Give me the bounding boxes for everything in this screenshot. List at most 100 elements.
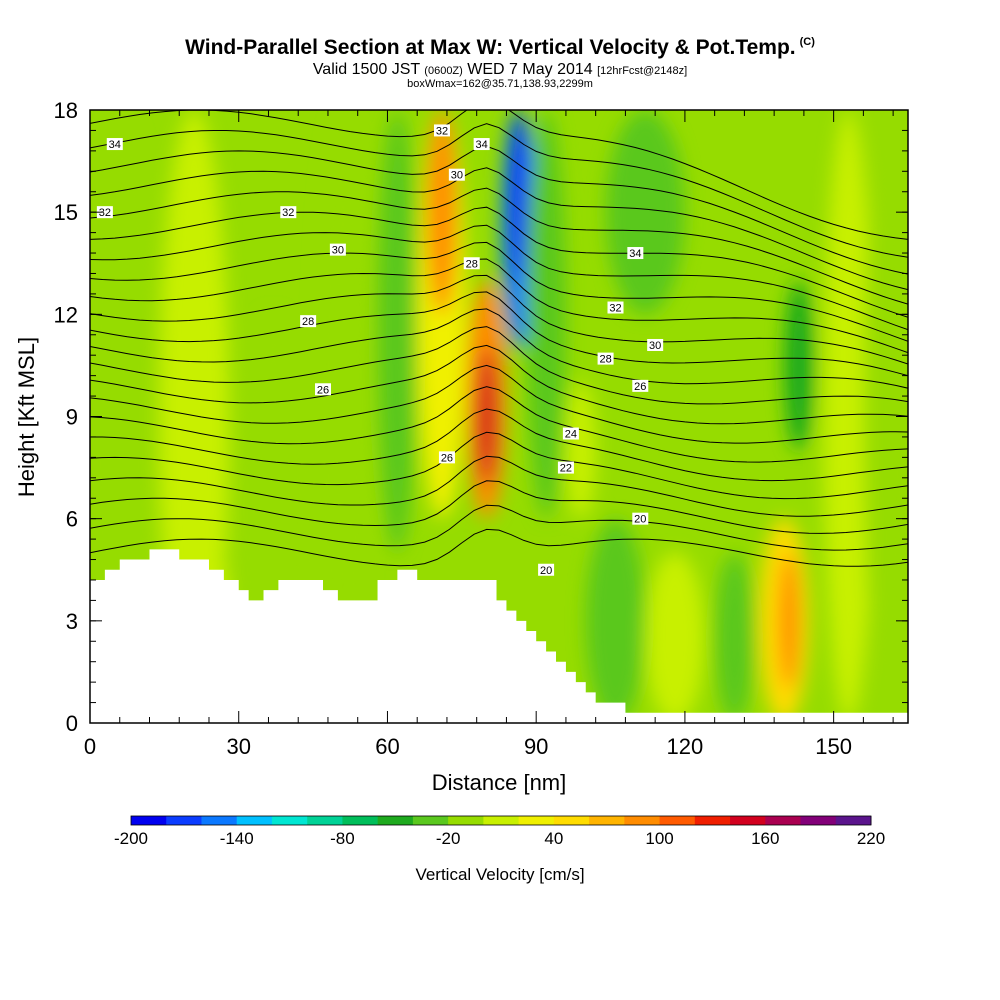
theta-label-text: 28 [302,316,314,328]
colorbar-tick-label: -80 [330,829,355,848]
theta-label-text: 34 [629,248,641,260]
theta-label: 28 [463,257,480,270]
theta-contour-line [90,308,908,389]
theta-label: 30 [647,338,664,352]
theta-label: 34 [627,247,644,260]
terrain-mask [90,549,908,723]
colorbar-tick-label: 100 [645,829,673,848]
colorbar-swatch [131,816,167,825]
theta-label: 32 [96,206,113,219]
theta-label: 32 [433,124,450,137]
y-tick-label: 12 [54,302,78,327]
colorbar-swatch [835,816,872,825]
colorbar-swatch [236,816,273,825]
colorbar-swatch [377,816,414,825]
colorbar: -200 -140 -80 -20 40 100 160 220 [114,815,885,848]
colorbar-tick-label: 160 [751,829,779,848]
x-tick-label: 120 [667,734,704,759]
theta-label-bg [647,338,664,351]
x-tick-label: 150 [815,734,852,759]
theta-label-text: 32 [282,207,294,219]
theta-label: 20 [632,512,649,526]
x-tick-label: 60 [375,734,399,759]
w-region-19 [823,110,874,723]
theta-label: 20 [538,563,555,577]
theta-contour-line [90,187,908,305]
colorbar-tick-label: -200 [114,829,148,848]
colorbar-swatch [800,816,837,825]
theta-label-text: 30 [332,245,344,257]
theta-label: 30 [448,168,465,182]
theta-label-text: 22 [560,463,572,475]
theta-label: 26 [438,451,455,464]
theta-label-text: 20 [540,565,552,577]
theta-label-bg [315,383,332,396]
theta-label: 26 [632,379,649,393]
theta-label: 24 [562,427,579,441]
theta-label-bg [597,352,614,365]
theta-contour-line [90,224,908,331]
y-tick-label: 6 [66,507,78,532]
theta-label-bg [627,247,644,260]
box-wmax-info: boxWmax=162@35.71,138.93,2299m [407,78,593,90]
colorbar-swatch [659,816,696,825]
w-region-11 [526,110,566,519]
theta-contour-line [90,274,908,365]
theta-contour-line [90,326,908,405]
y-tick-label: 0 [66,711,78,736]
colorbar-swatch [624,816,661,825]
theta-label-bg [300,315,317,328]
colorbar-swatch [730,816,766,825]
theta-contours [90,110,908,567]
w-region-6 [427,110,457,315]
w-region-15 [714,552,755,723]
colorbar-swatch [307,816,343,825]
theta-label-text: 32 [609,303,621,315]
colorbar-tick-label: -20 [436,829,461,848]
valid-date: WED 7 May 2014 [467,61,593,78]
chart-title: Wind-Parallel Section at Max W: Vertical… [0,36,1000,60]
theta-label-bg [473,138,490,151]
theta-label: 26 [315,383,332,396]
theta-label-bg [562,427,579,440]
theta-label-bg [632,512,649,525]
w-region-17 [779,552,799,689]
plot-area: 34 32 32 30 28 26 32 34 30 28 26 34 32 30 28 26 24 22 20 20 [90,110,908,723]
theta-label-bg [463,257,480,270]
theta-contour-line [90,386,908,463]
forecast-info: [12hrFcst@2148z] [597,65,688,77]
w-region-8 [476,348,497,485]
theta-label-text: 26 [441,452,453,464]
theta-contour-line [90,258,908,354]
theta-contour-line [90,431,908,500]
x-tick-label: 30 [226,734,250,759]
theta-contour-line [90,110,908,240]
theta-contour-line [90,480,908,534]
theta-contour-labels: 34 32 32 30 28 26 32 34 30 28 26 34 32 30 28 26 24 22 20 20 [96,124,664,577]
theta-label-bg [96,206,113,219]
colorbar-swatch [166,816,202,825]
w-region-12 [565,382,596,519]
theta-label-text: 26 [317,384,329,396]
w-region-18 [784,280,814,451]
w-region-4 [377,110,418,553]
colorbar-frame [130,815,872,826]
y-tick-label: 18 [54,98,78,123]
colorbar-tick-label: -140 [220,829,254,848]
theta-label-bg [607,301,624,314]
theta-label: 28 [300,315,317,328]
theta-label-bg [448,168,465,181]
theta-contour-line [90,408,908,482]
w-region-20 [863,110,908,723]
theta-label-text: 28 [466,258,478,270]
theta-label-text: 34 [476,139,488,151]
copyright-mark: (C) [799,36,815,48]
theta-label-text: 26 [634,381,646,393]
y-tick-label: 3 [66,609,78,634]
y-tick-label: 15 [54,200,78,225]
theta-label: 32 [607,301,624,315]
colorbar-swatch [518,816,555,825]
theta-label-text: 32 [99,207,111,219]
theta-label-bg [538,563,555,576]
theta-contour-line [90,528,908,567]
